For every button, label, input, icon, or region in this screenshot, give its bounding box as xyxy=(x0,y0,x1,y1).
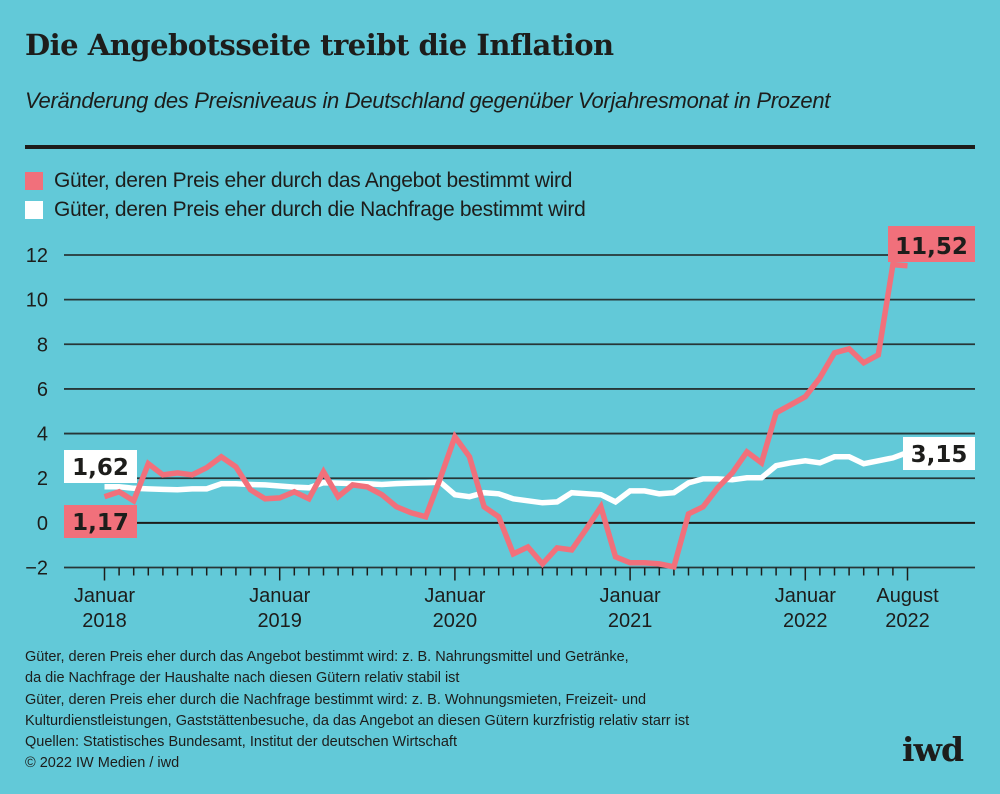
y-tick-label: 2 xyxy=(37,468,48,490)
y-tick-label: 0 xyxy=(37,513,48,535)
y-tick-label: 10 xyxy=(26,290,48,312)
legend-item-supply: Güter, deren Preis eher durch das Angebo… xyxy=(25,166,586,195)
legend-swatch-supply xyxy=(25,171,43,190)
y-tick-label: 12 xyxy=(26,245,48,267)
y-tick-label: 4 xyxy=(37,424,48,446)
x-tick-label: August xyxy=(876,585,939,607)
x-tick-label: Januar xyxy=(424,585,485,607)
x-axis: Januar 2018 Januar 2019 Januar 2020 Januar 2021… xyxy=(74,567,939,632)
chart-subtitle: Veränderung des Preisniveaus in Deutschl… xyxy=(25,88,831,113)
value-labels: 1,62 1,17 11,52 3,15 xyxy=(64,226,975,538)
x-tick-label-year: 2018 xyxy=(82,610,127,632)
gridlines xyxy=(64,254,975,569)
start-label-demand: 1,62 xyxy=(72,455,129,481)
footnote-supply-2: da die Nachfrage der Haushalte nach dies… xyxy=(25,670,460,687)
legend-item-demand: Güter, deren Preis eher durch die Nachfr… xyxy=(25,195,586,224)
legend: Güter, deren Preis eher durch das Angebo… xyxy=(25,166,586,224)
end-label-supply-box xyxy=(888,226,975,262)
iwd-logo: iwd xyxy=(902,730,964,769)
header-divider xyxy=(25,145,975,149)
start-label-demand-box xyxy=(64,450,137,483)
x-tick-label-year: 2021 xyxy=(608,610,653,632)
series-lines xyxy=(103,261,909,570)
footnote-copyright: © 2022 IW Medien / iwd xyxy=(25,755,180,772)
footnotes: Güter, deren Preis eher durch das Angebo… xyxy=(25,647,689,775)
legend-label-supply: Güter, deren Preis eher durch das Angebo… xyxy=(54,168,573,192)
end-label-supply: 11,52 xyxy=(895,234,968,260)
footnote-demand-2: Kulturdienstleistungen, Gaststättenbesuc… xyxy=(25,712,690,729)
footnote-sources: Quellen: Statistisches Bundesamt, Instit… xyxy=(25,734,457,751)
footnote-supply-1: Güter, deren Preis eher durch das Angebo… xyxy=(25,649,629,665)
x-tick-label: Januar xyxy=(775,585,836,607)
end-label-demand-box xyxy=(903,437,975,470)
y-tick-label: 6 xyxy=(37,379,48,401)
legend-label-demand: Güter, deren Preis eher durch die Nachfr… xyxy=(54,197,586,221)
chart-title: Die Angebotsseite treibt die Inflation xyxy=(25,28,614,62)
footnote-demand-1: Güter, deren Preis eher durch die Nachfr… xyxy=(25,691,647,708)
series-line-demand xyxy=(104,449,909,506)
series-line-supply xyxy=(103,261,908,570)
y-tick-label: 8 xyxy=(37,334,48,356)
x-tick-label-year: 2019 xyxy=(257,610,302,632)
x-tick-label: Januar xyxy=(249,585,310,607)
legend-swatch-demand xyxy=(25,200,43,219)
x-tick-label-year: 2022 xyxy=(885,610,930,632)
end-label-demand: 3,15 xyxy=(911,442,968,468)
x-tick-label: Januar xyxy=(600,585,661,607)
y-tick-label: −2 xyxy=(25,558,48,580)
x-tick-label-year: 2020 xyxy=(433,610,478,632)
start-label-supply: 1,17 xyxy=(72,510,129,536)
y-axis: 12 10 8 6 4 2 0 −2 xyxy=(25,245,48,580)
start-label-supply-box xyxy=(64,505,137,538)
x-tick-label: Januar xyxy=(74,585,135,607)
x-tick-label-year: 2022 xyxy=(783,610,828,632)
